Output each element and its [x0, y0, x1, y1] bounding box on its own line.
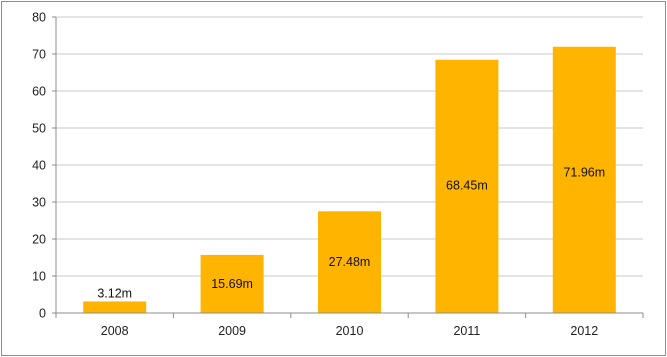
- y-tick-label: 70: [32, 48, 46, 62]
- bar-2011: [435, 59, 499, 313]
- y-tick-label: 40: [32, 159, 46, 173]
- x-tick-label: 2010: [336, 324, 364, 338]
- y-tick-label: 0: [39, 307, 46, 321]
- data-label: 3.12m: [97, 286, 132, 300]
- axes: [52, 16, 644, 318]
- x-axis-ticks: 2008 2009 2010 2011 2012: [101, 324, 598, 338]
- x-tick-label: 2008: [101, 324, 129, 338]
- data-label: 71.96m: [563, 166, 605, 180]
- y-tick-label: 60: [32, 85, 46, 99]
- x-tick-label: 2011: [453, 324, 480, 338]
- bar-2008: [83, 301, 147, 313]
- data-label: 68.45m: [446, 179, 488, 193]
- data-label: 27.48m: [329, 255, 371, 269]
- x-tick-label: 2009: [218, 324, 246, 338]
- y-tick-label: 80: [32, 11, 46, 25]
- y-tick-label: 10: [32, 270, 46, 284]
- bar-2010: [318, 211, 381, 313]
- data-label: 15.69m: [211, 277, 253, 291]
- x-tick-label: 2012: [570, 324, 598, 338]
- gridlines: [56, 16, 643, 277]
- bar-2009: [200, 254, 264, 313]
- y-tick-label: 50: [32, 122, 46, 136]
- data-labels: 3.12m 15.69m 27.48m 68.45m 71.96m: [97, 166, 605, 301]
- bars: [83, 46, 616, 314]
- bar-2012: [552, 46, 616, 314]
- y-axis-ticks: 0 10 20 30 40 50 60 70 80: [32, 11, 46, 321]
- y-tick-label: 20: [32, 233, 46, 247]
- y-tick-label: 30: [32, 196, 46, 210]
